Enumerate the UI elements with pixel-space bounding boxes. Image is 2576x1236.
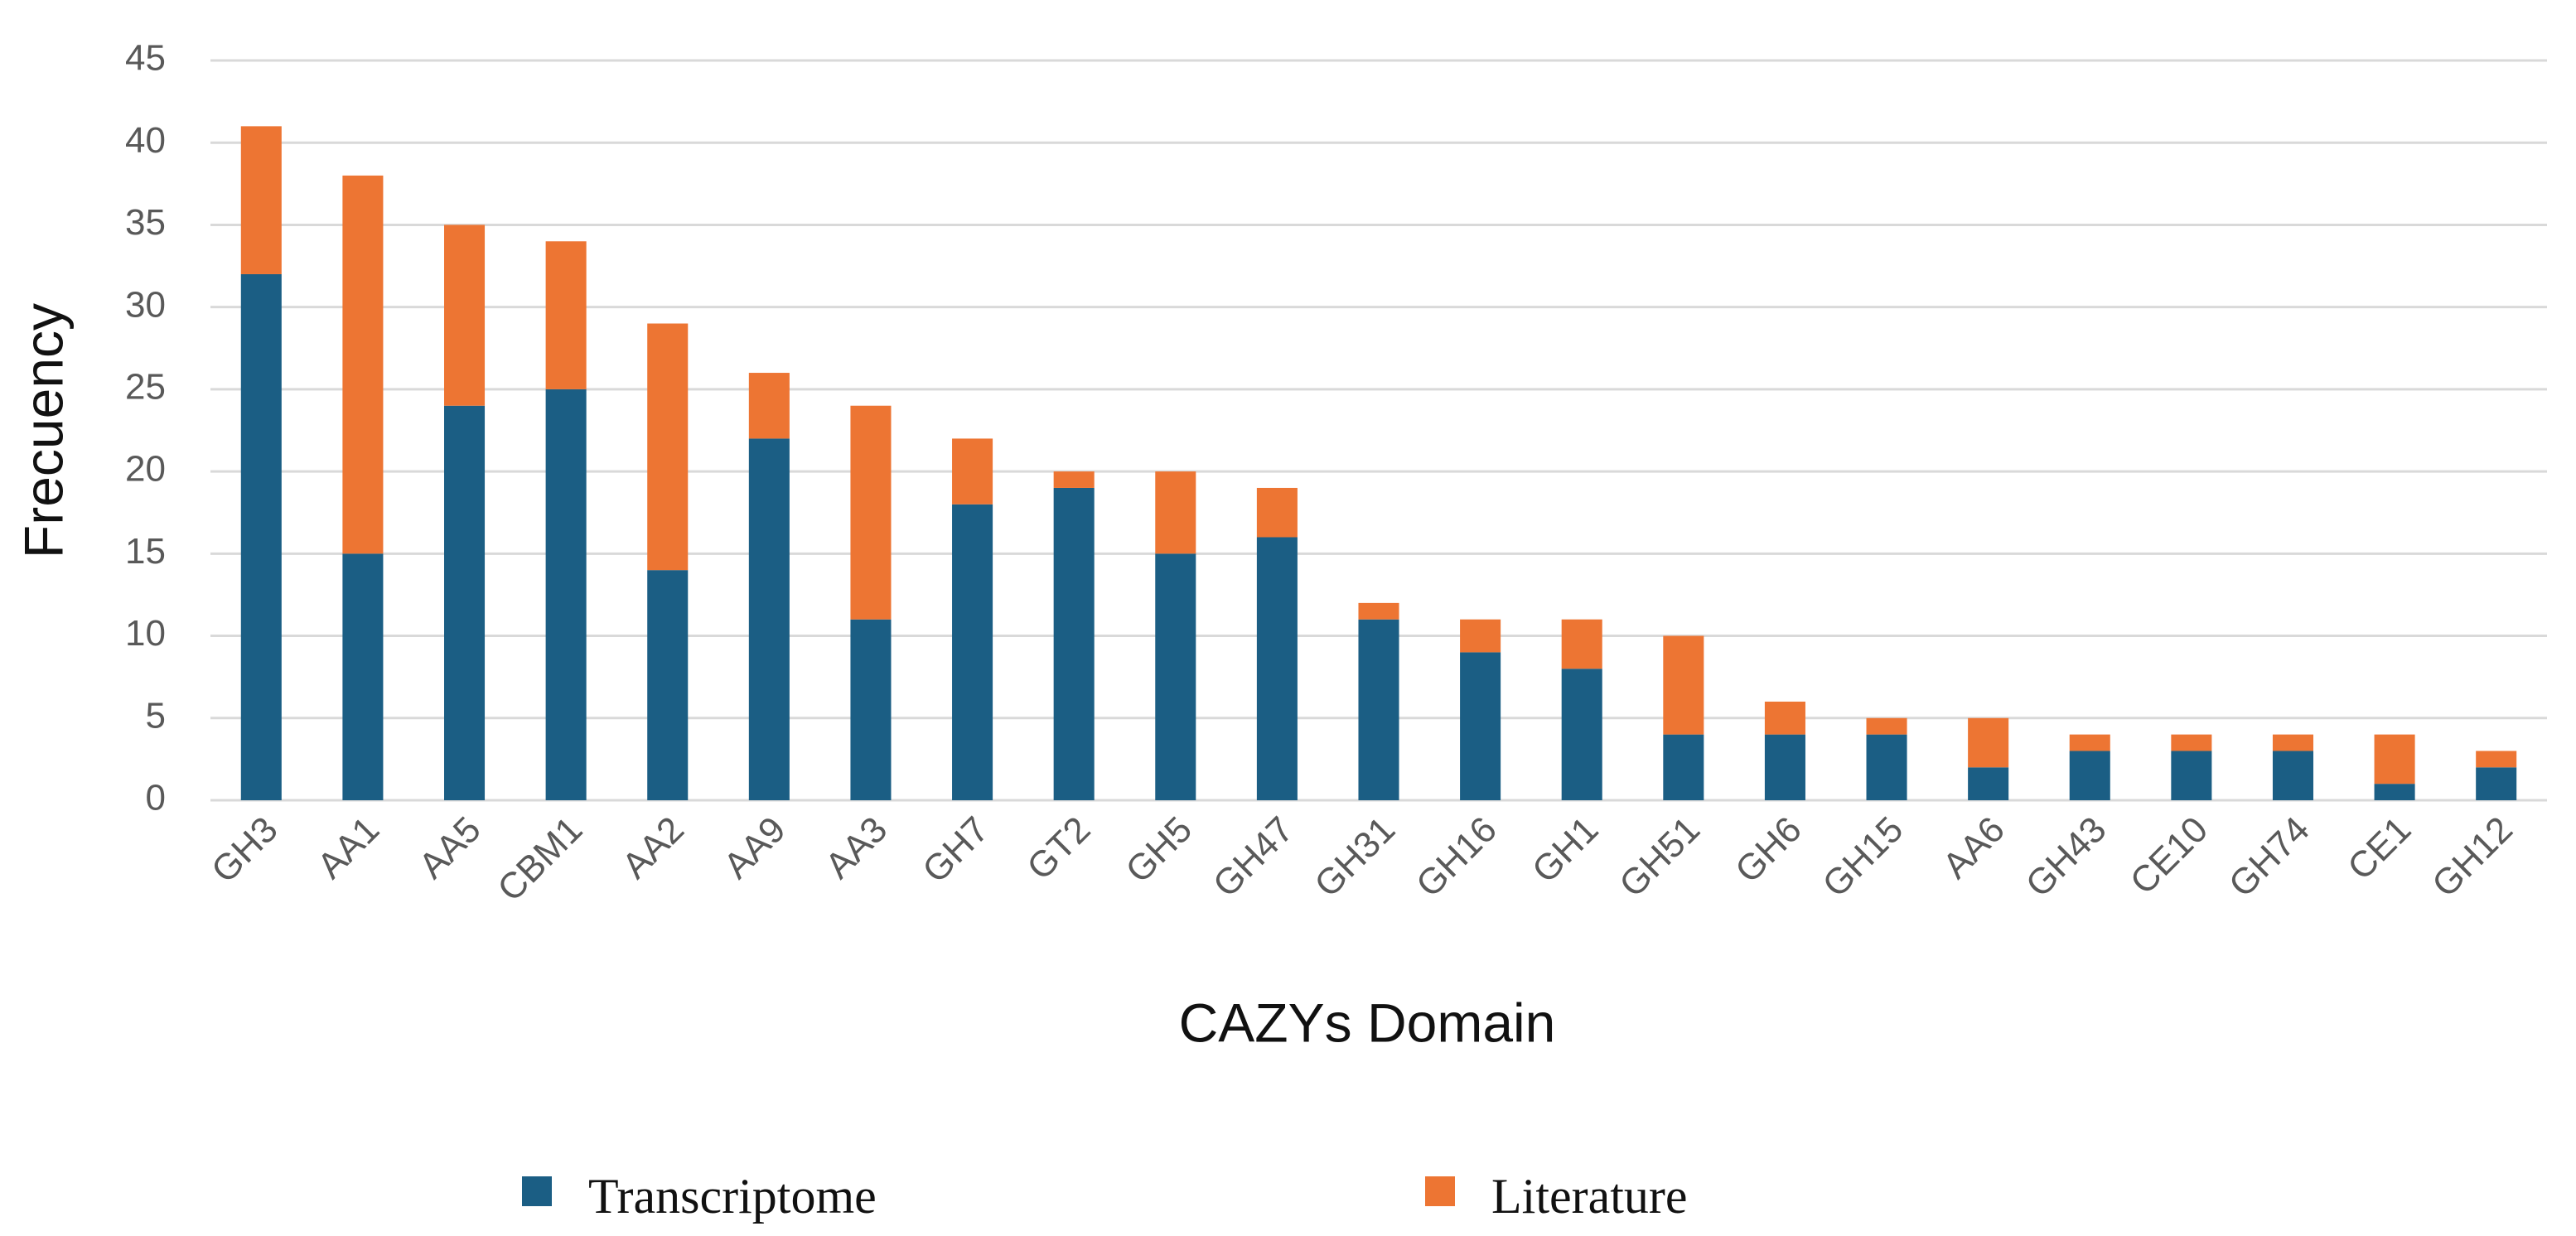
x-tick-label: AA6 — [1935, 809, 2012, 886]
bar-segment — [1968, 767, 2009, 800]
x-tick-label: AA5 — [411, 809, 488, 886]
y-tick-label: 0 — [146, 778, 166, 818]
legend-label: Transcriptome — [588, 1169, 877, 1224]
bar-segment — [2069, 734, 2110, 751]
legend-swatch — [1425, 1176, 1455, 1206]
x-tick-label: GH31 — [1307, 809, 1403, 905]
bar-segment — [2171, 751, 2212, 800]
x-tick-label: GH16 — [1409, 809, 1505, 905]
y-tick-label: 40 — [125, 120, 166, 161]
x-tick-label: GH3 — [204, 809, 286, 891]
bar-segment — [1764, 701, 1805, 735]
x-tick-label: AA1 — [310, 809, 387, 886]
bar-segment — [1663, 734, 1704, 800]
x-tick-label: GH74 — [2221, 809, 2317, 905]
bar-segment — [2069, 751, 2110, 800]
bar-segment — [1256, 537, 1298, 800]
x-tick-label: GH1 — [1525, 809, 1607, 891]
bar-segment — [1460, 652, 1501, 800]
bar-segment — [1155, 553, 1196, 800]
x-tick-label: GH7 — [915, 809, 997, 891]
bar-segment — [647, 323, 689, 571]
x-axis-title: CAZYs Domain — [1179, 992, 1556, 1053]
bar-segment — [748, 373, 790, 439]
y-axis-title: Frecuency — [12, 303, 74, 558]
bar-segment — [952, 438, 993, 505]
bar-segment — [2272, 734, 2313, 751]
bar-segment — [748, 438, 790, 800]
bar-segment — [1155, 471, 1196, 554]
bar-segment — [1866, 734, 1907, 800]
y-tick-label: 5 — [146, 695, 166, 736]
bar-segment — [952, 504, 993, 800]
bar-segment — [1764, 734, 1805, 800]
bar-segment — [240, 126, 282, 274]
x-tick-label: AA9 — [716, 809, 793, 886]
x-tick-label: GT2 — [1019, 809, 1098, 888]
y-tick-label: 30 — [125, 284, 166, 325]
x-tick-label: GH12 — [2424, 809, 2520, 905]
bar-segment — [1663, 635, 1704, 735]
x-tick-label: GH51 — [1612, 809, 1708, 905]
bar-segment — [647, 570, 689, 800]
bar-segment — [1053, 487, 1095, 800]
x-tick-label: CBM1 — [490, 809, 590, 910]
x-tick-label: GH15 — [1815, 809, 1911, 905]
bar-segment — [1053, 471, 1095, 488]
bar-segment — [1358, 619, 1399, 800]
y-tick-label: 45 — [125, 38, 166, 79]
bar-segment — [545, 241, 587, 389]
x-tick-label: GH5 — [1118, 809, 1200, 891]
x-tick-label: GH43 — [2018, 809, 2114, 905]
bar-segment — [1358, 602, 1399, 620]
x-tick-label: CE10 — [2123, 809, 2216, 902]
bar-segment — [2171, 734, 2212, 751]
bar-segment — [850, 405, 892, 620]
x-tick-label: AA3 — [818, 809, 895, 886]
bar-segment — [1256, 487, 1298, 538]
bar-segment — [1968, 717, 2009, 768]
bar-segment — [444, 405, 486, 800]
bar-segment — [2374, 734, 2415, 785]
x-tick-label: CE1 — [2340, 809, 2419, 888]
x-tick-label: GH6 — [1728, 809, 1810, 891]
bar-segment — [342, 175, 384, 554]
y-tick-label: 10 — [125, 613, 166, 654]
bar-segment — [1561, 619, 1602, 669]
x-tick-label: AA2 — [615, 809, 692, 886]
bar-segment — [342, 553, 384, 800]
bar-segment — [1460, 619, 1501, 653]
y-tick-label: 25 — [125, 367, 166, 408]
bar-segment — [240, 273, 282, 800]
bar-segment — [1866, 717, 1907, 735]
legend-label: Literature — [1491, 1169, 1688, 1224]
bar-segment — [1561, 669, 1602, 800]
y-tick-label: 35 — [125, 202, 166, 243]
x-tick-label: GH47 — [1206, 809, 1302, 905]
bar-segment — [850, 619, 892, 800]
bar-segment — [2374, 784, 2415, 800]
legend-swatch — [522, 1176, 552, 1206]
bar-segment — [2272, 751, 2313, 800]
bar-segment — [545, 389, 587, 800]
bar-segment — [444, 225, 486, 406]
bar-segment — [2476, 767, 2517, 800]
y-tick-label: 15 — [125, 531, 166, 572]
y-tick-label: 20 — [125, 449, 166, 490]
bar-segment — [2476, 751, 2517, 768]
